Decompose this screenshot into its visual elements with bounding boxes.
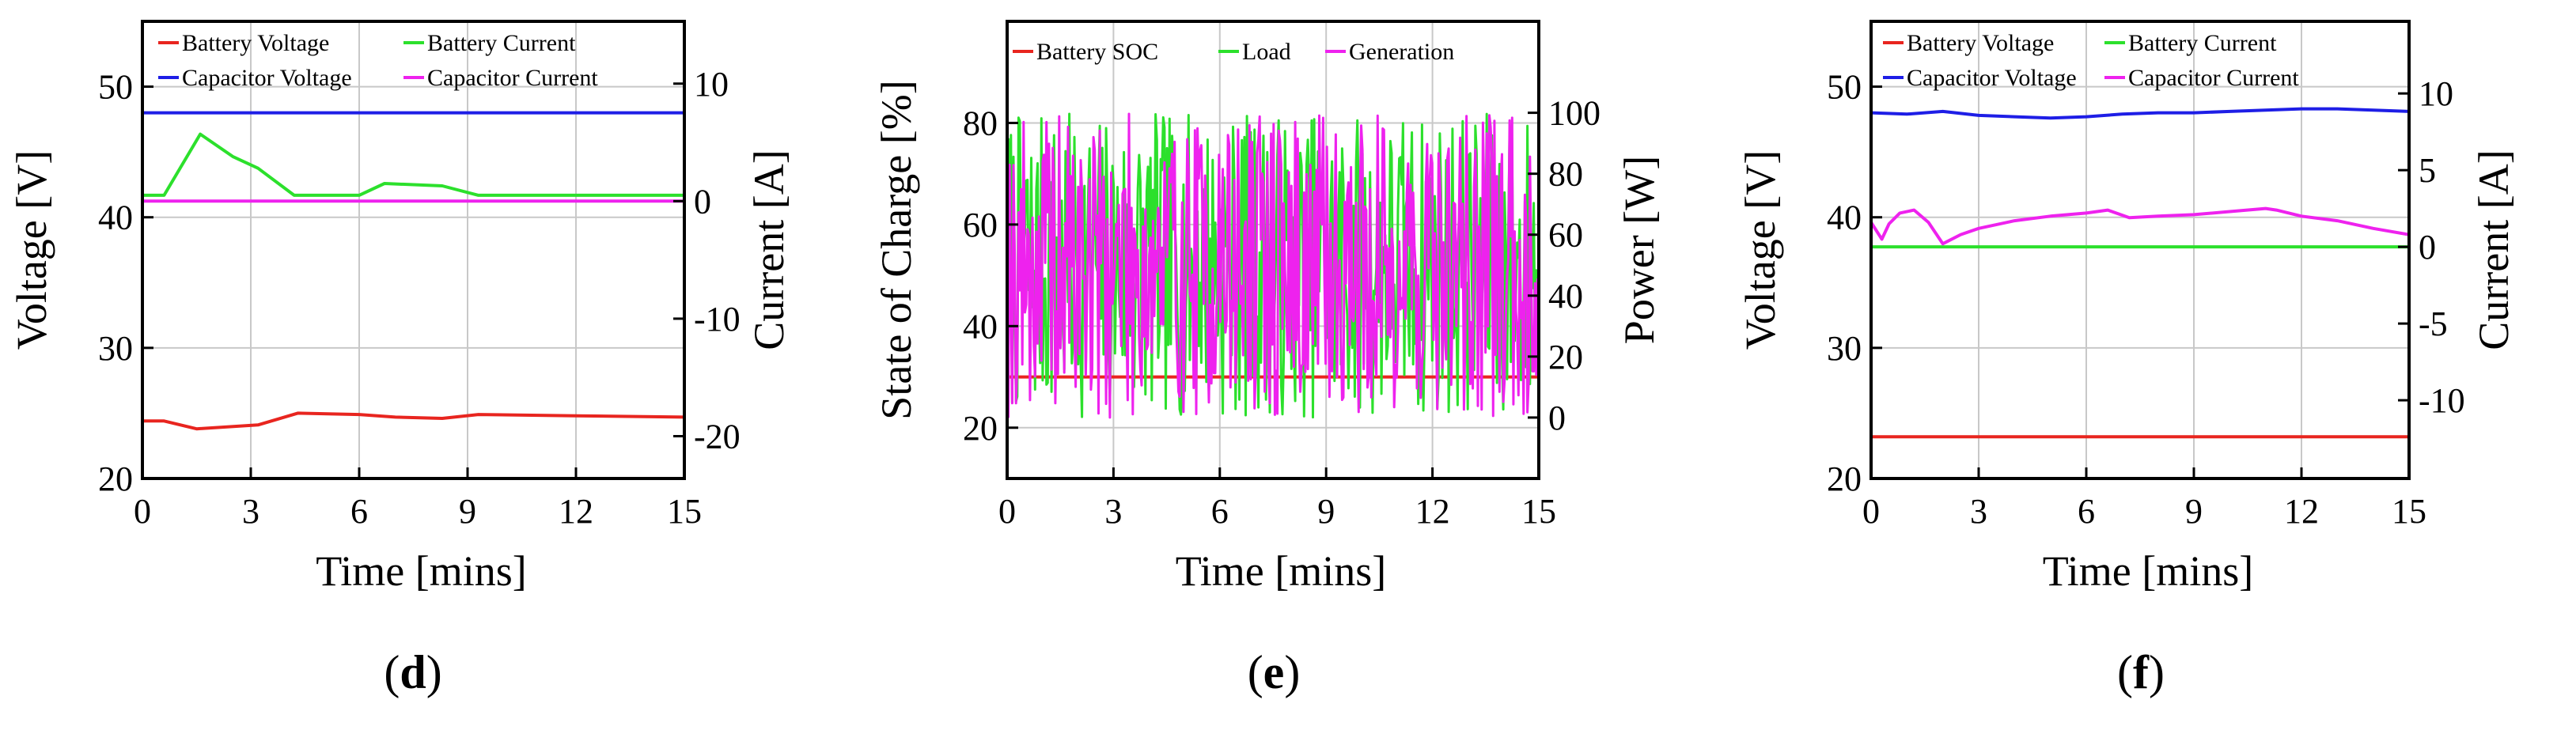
chart-e-x-tick-label: 3 <box>1104 492 1122 531</box>
chart-f-x-tick-label: 3 <box>1970 492 1987 531</box>
chart-panel-d: 0 3 6 9 12 15 20 30 40 50 -20 -10 0 10 Time [mins] Volt… <box>8 20 793 698</box>
chart-f-legend-label: Capacitor Voltage <box>1907 65 2077 91</box>
chart-e-series-generation <box>1007 112 1539 419</box>
chart-f-x-tick-label: 15 <box>2392 492 2426 531</box>
chart-f-series-capacitor-voltage <box>1871 107 2409 120</box>
chart-f-legend-label: Battery Voltage <box>1907 30 2054 56</box>
chart-d-y-left-axis-label: Voltage [V] <box>8 150 55 350</box>
chart-f-legend: Battery Voltage Battery Current Capacitor … <box>1883 30 2299 91</box>
chart-e-x-tick-label: 6 <box>1211 492 1229 531</box>
chart-e-y-right-tick-label: 60 <box>1548 216 1583 255</box>
chart-d-y-left-tick-label: 30 <box>98 329 133 368</box>
chart-e-panel-label: (e) <box>1248 646 1301 698</box>
chart-e-y-right-tick-label: 0 <box>1548 399 1566 437</box>
chart-f-y-right-tick-label: 5 <box>2419 151 2436 190</box>
chart-f-y-right-tick-label: 0 <box>2419 228 2436 267</box>
chart-f-y-right-tick-label: -5 <box>2419 304 2448 343</box>
chart-f-series-capacitor-current <box>1871 206 2409 246</box>
chart-e-y-left-axis-label: State of Charge [%] <box>873 80 920 419</box>
chart-e-plot-area <box>1007 112 1539 419</box>
chart-f-y-right-tick-label: -10 <box>2419 381 2465 420</box>
chart-f-y-left-tick-label: 50 <box>1827 68 1862 107</box>
chart-d-y-left-tick-label: 40 <box>98 199 133 237</box>
chart-e-x-tick-label: 12 <box>1415 492 1450 531</box>
chart-d-frame <box>141 20 686 480</box>
chart-e-y-right-tick-label: 100 <box>1548 94 1601 133</box>
chart-d-legend: Battery Voltage Battery Current Capacitor … <box>158 30 598 91</box>
chart-e-legend-label: Load <box>1242 39 1291 65</box>
chart-d-y-right-tick-label: -20 <box>694 418 741 456</box>
chart-f-x-axis-label: Time [mins] <box>2043 547 2254 595</box>
chart-d-y-left-tick-label: 50 <box>98 68 133 107</box>
chart-panel-f: 0 3 6 9 12 15 20 30 40 50 -10 -5 0 5 10 Time [mins] Volt… <box>1737 20 2517 698</box>
chart-f-x-tick-label: 6 <box>2078 492 2095 531</box>
chart-e-x-axis-label: Time [mins] <box>1176 547 1387 595</box>
chart-e-legend-label: Generation <box>1349 39 1454 65</box>
chart-e-y-right-tick-label: 80 <box>1548 155 1583 194</box>
chart-e-frame <box>1006 20 1540 480</box>
chart-d-y-left-tick-label: 20 <box>98 460 133 498</box>
chart-e-y-right-axis-label: Power [W] <box>1616 156 1663 344</box>
chart-f-y-right-axis-label: Current [A] <box>2470 149 2517 350</box>
chart-e-y-left-tick-label: 60 <box>963 206 998 244</box>
chart-e-x-tick-label: 9 <box>1317 492 1335 531</box>
chart-d-x-tick-label: 6 <box>350 492 368 531</box>
chart-f-legend-label: Capacitor Current <box>2128 65 2299 91</box>
chart-d-series-battery-current <box>142 132 684 197</box>
chart-f-y-right-tick-label: 10 <box>2419 74 2453 113</box>
chart-d-y-right-tick-label: 10 <box>694 65 729 104</box>
chart-d-legend-label: Battery Voltage <box>182 30 329 56</box>
chart-f-y-left-axis-label: Voltage [V] <box>1737 150 1784 350</box>
chart-d-series-battery-voltage <box>142 411 684 431</box>
chart-d-legend-label: Capacitor Voltage <box>182 65 352 91</box>
chart-panel-e: 0 3 6 9 12 15 20 40 60 80 0 20 40 60 80 100 Time [mins] S… <box>873 20 1663 698</box>
chart-f-y-left-tick-label: 40 <box>1827 199 1862 237</box>
chart-d-legend-label: Battery Current <box>427 30 576 56</box>
chart-e-y-right-tick-label: 20 <box>1548 338 1583 376</box>
chart-e-y-left-tick-label: 40 <box>963 307 998 346</box>
chart-d-panel-label: (d) <box>384 646 441 698</box>
chart-d-x-tick-label: 0 <box>134 492 151 531</box>
chart-d-y-right-axis-label: Current [A] <box>745 149 793 350</box>
chart-f-x-tick-label: 12 <box>2284 492 2319 531</box>
chart-f-x-tick-label: 9 <box>2185 492 2203 531</box>
chart-f-y-left-tick-label: 30 <box>1827 329 1862 368</box>
chart-d-x-tick-label: 12 <box>559 492 593 531</box>
chart-d-plot-area <box>142 111 684 431</box>
chart-e-y-right-tick-label: 40 <box>1548 277 1583 316</box>
chart-e-x-tick-label: 15 <box>1521 492 1556 531</box>
chart-d-y-right-tick-label: -10 <box>694 300 741 339</box>
chart-f-legend-label: Battery Current <box>2128 30 2277 56</box>
chart-d-x-tick-label: 9 <box>459 492 476 531</box>
chart-e-x-tick-label: 0 <box>998 492 1016 531</box>
chart-d-y-right-tick-label: 0 <box>694 182 711 221</box>
chart-e-legend: Battery SOC Load Generation <box>1013 39 1454 65</box>
chart-d-x-axis-label: Time [mins] <box>316 547 527 595</box>
chart-f-x-tick-label: 0 <box>1862 492 1880 531</box>
chart-e-y-left-tick-label: 20 <box>963 409 998 448</box>
chart-f-plot-area <box>1871 107 2409 439</box>
chart-f-panel-label: (f) <box>2117 646 2165 698</box>
chart-e-legend-label: Battery SOC <box>1036 39 1158 65</box>
chart-f-y-left-tick-label: 20 <box>1827 460 1862 498</box>
chart-d-x-tick-label: 15 <box>667 492 702 531</box>
chart-f-frame <box>1869 20 2411 480</box>
chart-d-legend-label: Capacitor Current <box>427 65 598 91</box>
chart-d-x-tick-label: 3 <box>242 492 259 531</box>
chart-e-y-left-tick-label: 80 <box>963 104 998 142</box>
